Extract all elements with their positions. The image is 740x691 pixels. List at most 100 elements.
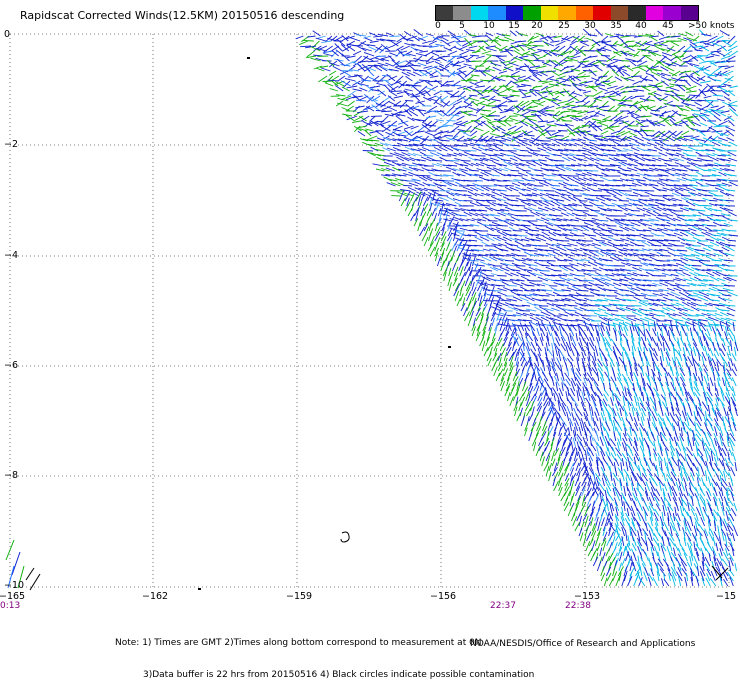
wind-vector: [551, 388, 553, 396]
wind-vector: [488, 342, 493, 351]
wind-vector: [725, 246, 735, 251]
wind-vector: [711, 90, 721, 91]
wind-vector: [476, 56, 485, 59]
wind-vector: [415, 81, 424, 84]
wind-vector: [715, 348, 718, 356]
wind-vector: [482, 66, 490, 73]
wind-vector: [698, 377, 702, 387]
wind-vector: [538, 81, 547, 82]
wind-vector: [376, 56, 386, 57]
wind-vector: [644, 206, 653, 207]
wind-vector: [591, 387, 596, 396]
wind-vector: [605, 422, 610, 431]
wind-vector: [687, 225, 698, 226]
wind-vector: [665, 413, 669, 421]
wind-vector: [607, 433, 610, 441]
wind-vector: [721, 487, 723, 496]
wind-vector: [622, 458, 624, 466]
wind-vector: [296, 36, 304, 39]
wind-vector: [620, 433, 621, 442]
wind-vector: [532, 437, 536, 446]
wind-vector: [669, 362, 671, 371]
wind-vector: [505, 386, 510, 396]
wind-vector: [411, 193, 415, 201]
wind-vector: [552, 188, 562, 192]
wind-vector: [639, 302, 648, 306]
wind-vector: [440, 56, 451, 57]
wind-vector: [636, 121, 644, 126]
wind-vector: [704, 96, 712, 98]
wind-vector: [538, 50, 549, 52]
wind-vector: [499, 116, 506, 120]
wind-vector: [465, 256, 476, 257]
wind-vector: [672, 457, 678, 466]
wind-vector: [649, 427, 654, 437]
wind-vector: [657, 323, 662, 331]
wind-vector: [553, 477, 555, 486]
wind-vector: [574, 235, 585, 236]
wind-vector: [487, 202, 495, 206]
wind-vector: [709, 121, 718, 126]
wind-vector: [525, 116, 536, 117]
wind-vector: [490, 290, 501, 291]
wind-vector: [525, 285, 534, 286]
wind-vector: [662, 111, 672, 114]
wind-vector: [696, 210, 706, 211]
wind-vector: [575, 275, 585, 276]
wind-vector: [574, 346, 579, 356]
wind-vector: [654, 474, 659, 482]
wind-vector: [719, 121, 728, 125]
wind-vector: [632, 321, 635, 331]
wind-vector: [553, 350, 554, 361]
wind-vector: [520, 274, 530, 276]
wind-vector: [607, 366, 609, 376]
wind-vector: [656, 489, 660, 496]
wind-vector: [679, 350, 682, 361]
wind-vector: [426, 34, 434, 37]
wind-vector: [690, 42, 697, 47]
wind-vector: [546, 111, 555, 112]
wind-vector: [554, 68, 562, 71]
wind-vector: [607, 56, 616, 62]
wind-vector: [600, 491, 601, 501]
wind-vector: [517, 101, 524, 106]
wind-vector: [655, 364, 660, 371]
wind-vector: [464, 64, 472, 66]
wind-vector: [710, 378, 713, 387]
wind-vector: [597, 467, 600, 476]
wind-vector: [576, 101, 585, 103]
wind-vector: [720, 353, 724, 361]
wind-vector: [538, 121, 548, 122]
wind-vector: [479, 235, 489, 236]
wind-vector: [576, 463, 579, 471]
wind-vector: [659, 457, 660, 466]
wind-vector: [669, 338, 674, 346]
wind-vector: [435, 44, 444, 46]
wind-vector: [714, 285, 724, 286]
wind-vector: [709, 421, 714, 431]
wind-vector: [428, 96, 437, 99]
wind-vector: [520, 200, 530, 201]
wind-vector: [517, 86, 526, 87]
wind-vector: [352, 121, 360, 123]
wind-vector: [536, 446, 540, 456]
wind-vector: [420, 216, 423, 226]
wind-vector: [600, 353, 603, 362]
wind-vector: [303, 40, 314, 41]
wind-vector: [515, 337, 519, 346]
wind-vector: [636, 488, 642, 496]
wind-vector: [680, 454, 685, 462]
wind-vector: [598, 88, 607, 91]
wind-vector: [498, 225, 508, 226]
wind-vector: [631, 402, 635, 411]
wind-vector: [545, 441, 550, 451]
wind-vector: [361, 76, 368, 83]
wind-vector: [613, 246, 623, 251]
wind-vector: [426, 116, 436, 118]
wind-vector: [498, 338, 502, 346]
wind-vector: [633, 89, 644, 91]
wind-vector: [441, 231, 446, 241]
wind-vector: [496, 373, 500, 381]
wind-vector: [682, 326, 687, 336]
wind-vector: [691, 110, 701, 111]
